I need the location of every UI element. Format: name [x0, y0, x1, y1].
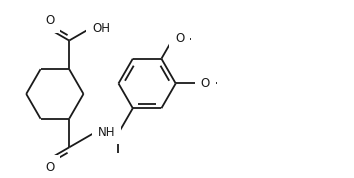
Text: OH: OH — [92, 22, 110, 35]
Text: O: O — [45, 14, 54, 27]
Text: NH: NH — [98, 125, 115, 138]
Text: O: O — [175, 32, 184, 45]
Text: O: O — [201, 77, 210, 90]
Text: O: O — [45, 161, 54, 174]
